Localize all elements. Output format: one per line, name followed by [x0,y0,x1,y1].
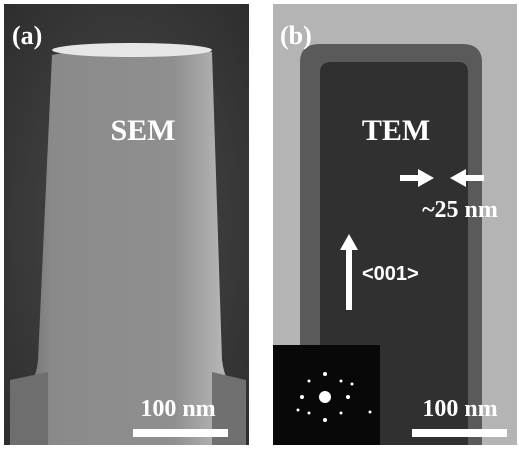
base-left [10,372,48,445]
panel-b: (b) TEM ~25 nm <001> 100 nm [273,4,517,445]
panel-label: (a) [12,21,42,50]
panel-label: (b) [280,21,312,50]
scale-bar-label: 100 nm [422,396,497,422]
scale-bar [133,429,228,437]
panel-a: (a) SEM 100 nm [4,4,249,445]
pillar [18,46,240,445]
pillar-top [52,43,212,57]
thickness-label: ~25 nm [422,197,498,223]
direction-label: <001> [362,263,419,285]
scale-bar-label: 100 nm [140,396,215,422]
figure: (a) SEM 100 nm (b) TEM ~ [0,0,519,449]
caption: SEM [110,114,175,147]
caption: TEM [362,114,430,147]
scale-bar [412,429,507,437]
